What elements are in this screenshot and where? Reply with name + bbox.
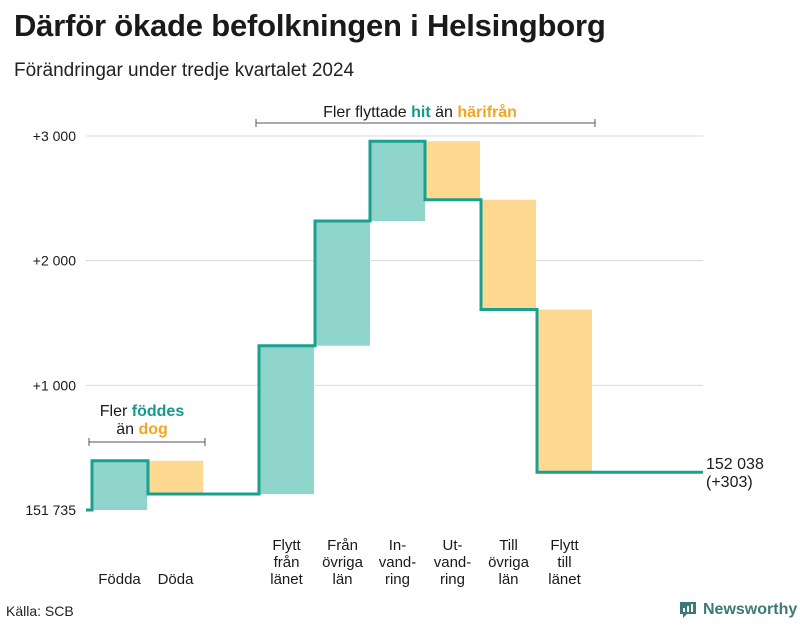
category-label: Till [499, 537, 518, 554]
category-label: Flytt [272, 537, 301, 554]
moves-annotation: Fler flyttade hit än härifrån [323, 103, 517, 121]
bar-outflow [148, 460, 203, 495]
bar-outflow [537, 309, 592, 473]
chart-subtitle: Förändringar under tredje kvartalet 2024 [14, 60, 355, 81]
category-label: ring [440, 571, 465, 588]
chart-title: Därför ökade befolkningen i Helsingborg [14, 8, 606, 43]
y-tick-label: +1 000 [33, 377, 76, 393]
births-annotation-line1: Fler föddes [100, 403, 185, 420]
category-label: Från [327, 537, 358, 554]
bar-outflow [425, 141, 480, 200]
category-label: länet [270, 571, 303, 588]
births-annotation-line2: än dog [116, 421, 168, 438]
brand-logo: Newsworthy [679, 601, 797, 619]
bar-inflow [315, 221, 370, 346]
category-label: In- [389, 537, 407, 554]
y-tick-label: +3 000 [33, 128, 76, 144]
category-label: länet [548, 571, 581, 588]
brand-name: Newsworthy [703, 601, 798, 618]
category-label: Ut- [443, 537, 463, 554]
moves-annotation-mid: än [435, 104, 453, 121]
end-value-label: 152 038 [706, 456, 764, 473]
category-label: till [557, 554, 571, 571]
moves-annotation-pre: Fler flyttade [323, 104, 407, 121]
bar-inflow [370, 141, 425, 221]
bar-inflow [259, 345, 314, 495]
category-label: övriga [488, 554, 530, 571]
cumulative-line [86, 139, 703, 512]
births-annotation-highlight: föddes [132, 403, 185, 420]
y-tick-label: 151 735 [25, 502, 76, 518]
bar-outflow [481, 199, 536, 310]
category-label: Flytt [550, 537, 579, 554]
category-label: Döda [158, 571, 195, 588]
newsworthy-logo-icon [679, 601, 697, 619]
births-annotation-highlight-out: dog [138, 421, 167, 438]
category-label: ring [385, 571, 410, 588]
category-label: län [498, 571, 518, 588]
births-annotation-prefix: Fler [100, 403, 128, 420]
source-note: Källa: SCB [6, 603, 74, 619]
category-label: Födda [98, 571, 141, 588]
category-label: län [332, 571, 352, 588]
y-tick-label: +2 000 [33, 253, 76, 269]
bar-inflow [92, 460, 147, 510]
category-label: från [274, 554, 300, 571]
moves-annotation-word1: hit [411, 104, 431, 121]
category-label: övriga [322, 554, 364, 571]
category-label: vand- [379, 554, 417, 571]
moves-annotation-word2: härifrån [457, 103, 517, 121]
category-label: vand- [434, 554, 472, 571]
end-change-label: (+303) [706, 474, 753, 491]
births-annotation-connector: än [116, 421, 134, 438]
